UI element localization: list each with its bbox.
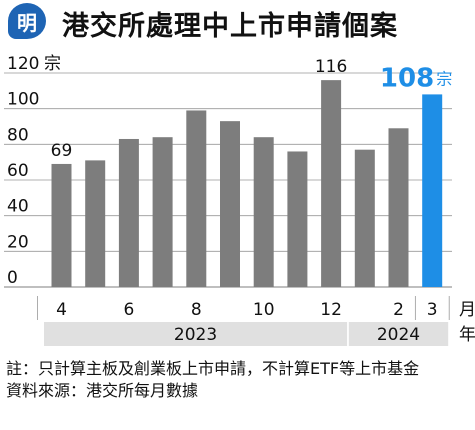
- data-label-0: 69: [51, 141, 73, 161]
- bar-2024-02: [389, 128, 409, 287]
- note-label: 註：: [6, 358, 38, 380]
- bar-2023-09: [220, 121, 240, 287]
- y-tick-label-0: 0: [7, 268, 18, 288]
- source-note: 資料來源：港交所每月數據: [6, 380, 471, 402]
- year-label-2024: 2024: [377, 325, 420, 345]
- data-label-11: 108: [380, 63, 434, 93]
- chart-header: 明 港交所處理中上市申請個案: [0, 0, 475, 44]
- newspaper-logo: 明: [8, 3, 46, 39]
- bar-2023-11: [287, 151, 307, 287]
- x-tick-label-2024-03: 3: [427, 300, 438, 320]
- bar-2023-10: [254, 137, 274, 287]
- note-row: 註： 只計算主板及創業板上市申請，不計算ETF等上市基金: [6, 358, 471, 380]
- year-label-2023: 2023: [174, 325, 217, 345]
- logo-text: 明: [17, 7, 37, 36]
- chart-notes: 註： 只計算主板及創業板上市申請，不計算ETF等上市基金 資料來源：港交所每月數…: [6, 358, 471, 402]
- note-text: 只計算主板及創業板上市申請，不計算ETF等上市基金: [38, 358, 471, 380]
- y-axis-unit-label: 宗: [44, 54, 61, 74]
- data-label-unit-11: 宗: [436, 69, 452, 88]
- bar-2024-01: [355, 150, 375, 287]
- x-tick-label-2023-06: 6: [123, 300, 134, 320]
- x-tick-label-2023-10: 10: [253, 300, 275, 320]
- y-tick-label-40: 40: [7, 197, 29, 217]
- y-tick-label-100: 100: [7, 90, 39, 110]
- data-label-8: 116: [315, 57, 347, 77]
- x-tick-label-2023-04: 4: [56, 300, 67, 320]
- bar-2023-04: [52, 164, 72, 287]
- bar-2023-05: [85, 160, 105, 287]
- chart-title: 港交所處理中上市申請個案: [62, 4, 398, 43]
- x-tick-label-2023-12: 12: [320, 300, 342, 320]
- bar-2024-03: [422, 94, 442, 287]
- y-tick-label-80: 80: [7, 125, 29, 145]
- x-axis-unit-label: 月: [459, 300, 475, 320]
- bar-2023-07: [153, 137, 173, 287]
- y-tick-label-20: 20: [7, 232, 29, 252]
- y-tick-label-120: 120: [7, 54, 39, 74]
- bar-2023-12: [321, 80, 341, 287]
- y-tick-label-60: 60: [7, 161, 29, 181]
- bar-2023-06: [119, 139, 139, 287]
- x-tick-label-2023-08: 8: [191, 300, 202, 320]
- x-tick-label-2024-02: 2: [393, 300, 404, 320]
- bar-2023-08: [186, 110, 206, 287]
- year-axis-unit-label: 年: [459, 325, 475, 345]
